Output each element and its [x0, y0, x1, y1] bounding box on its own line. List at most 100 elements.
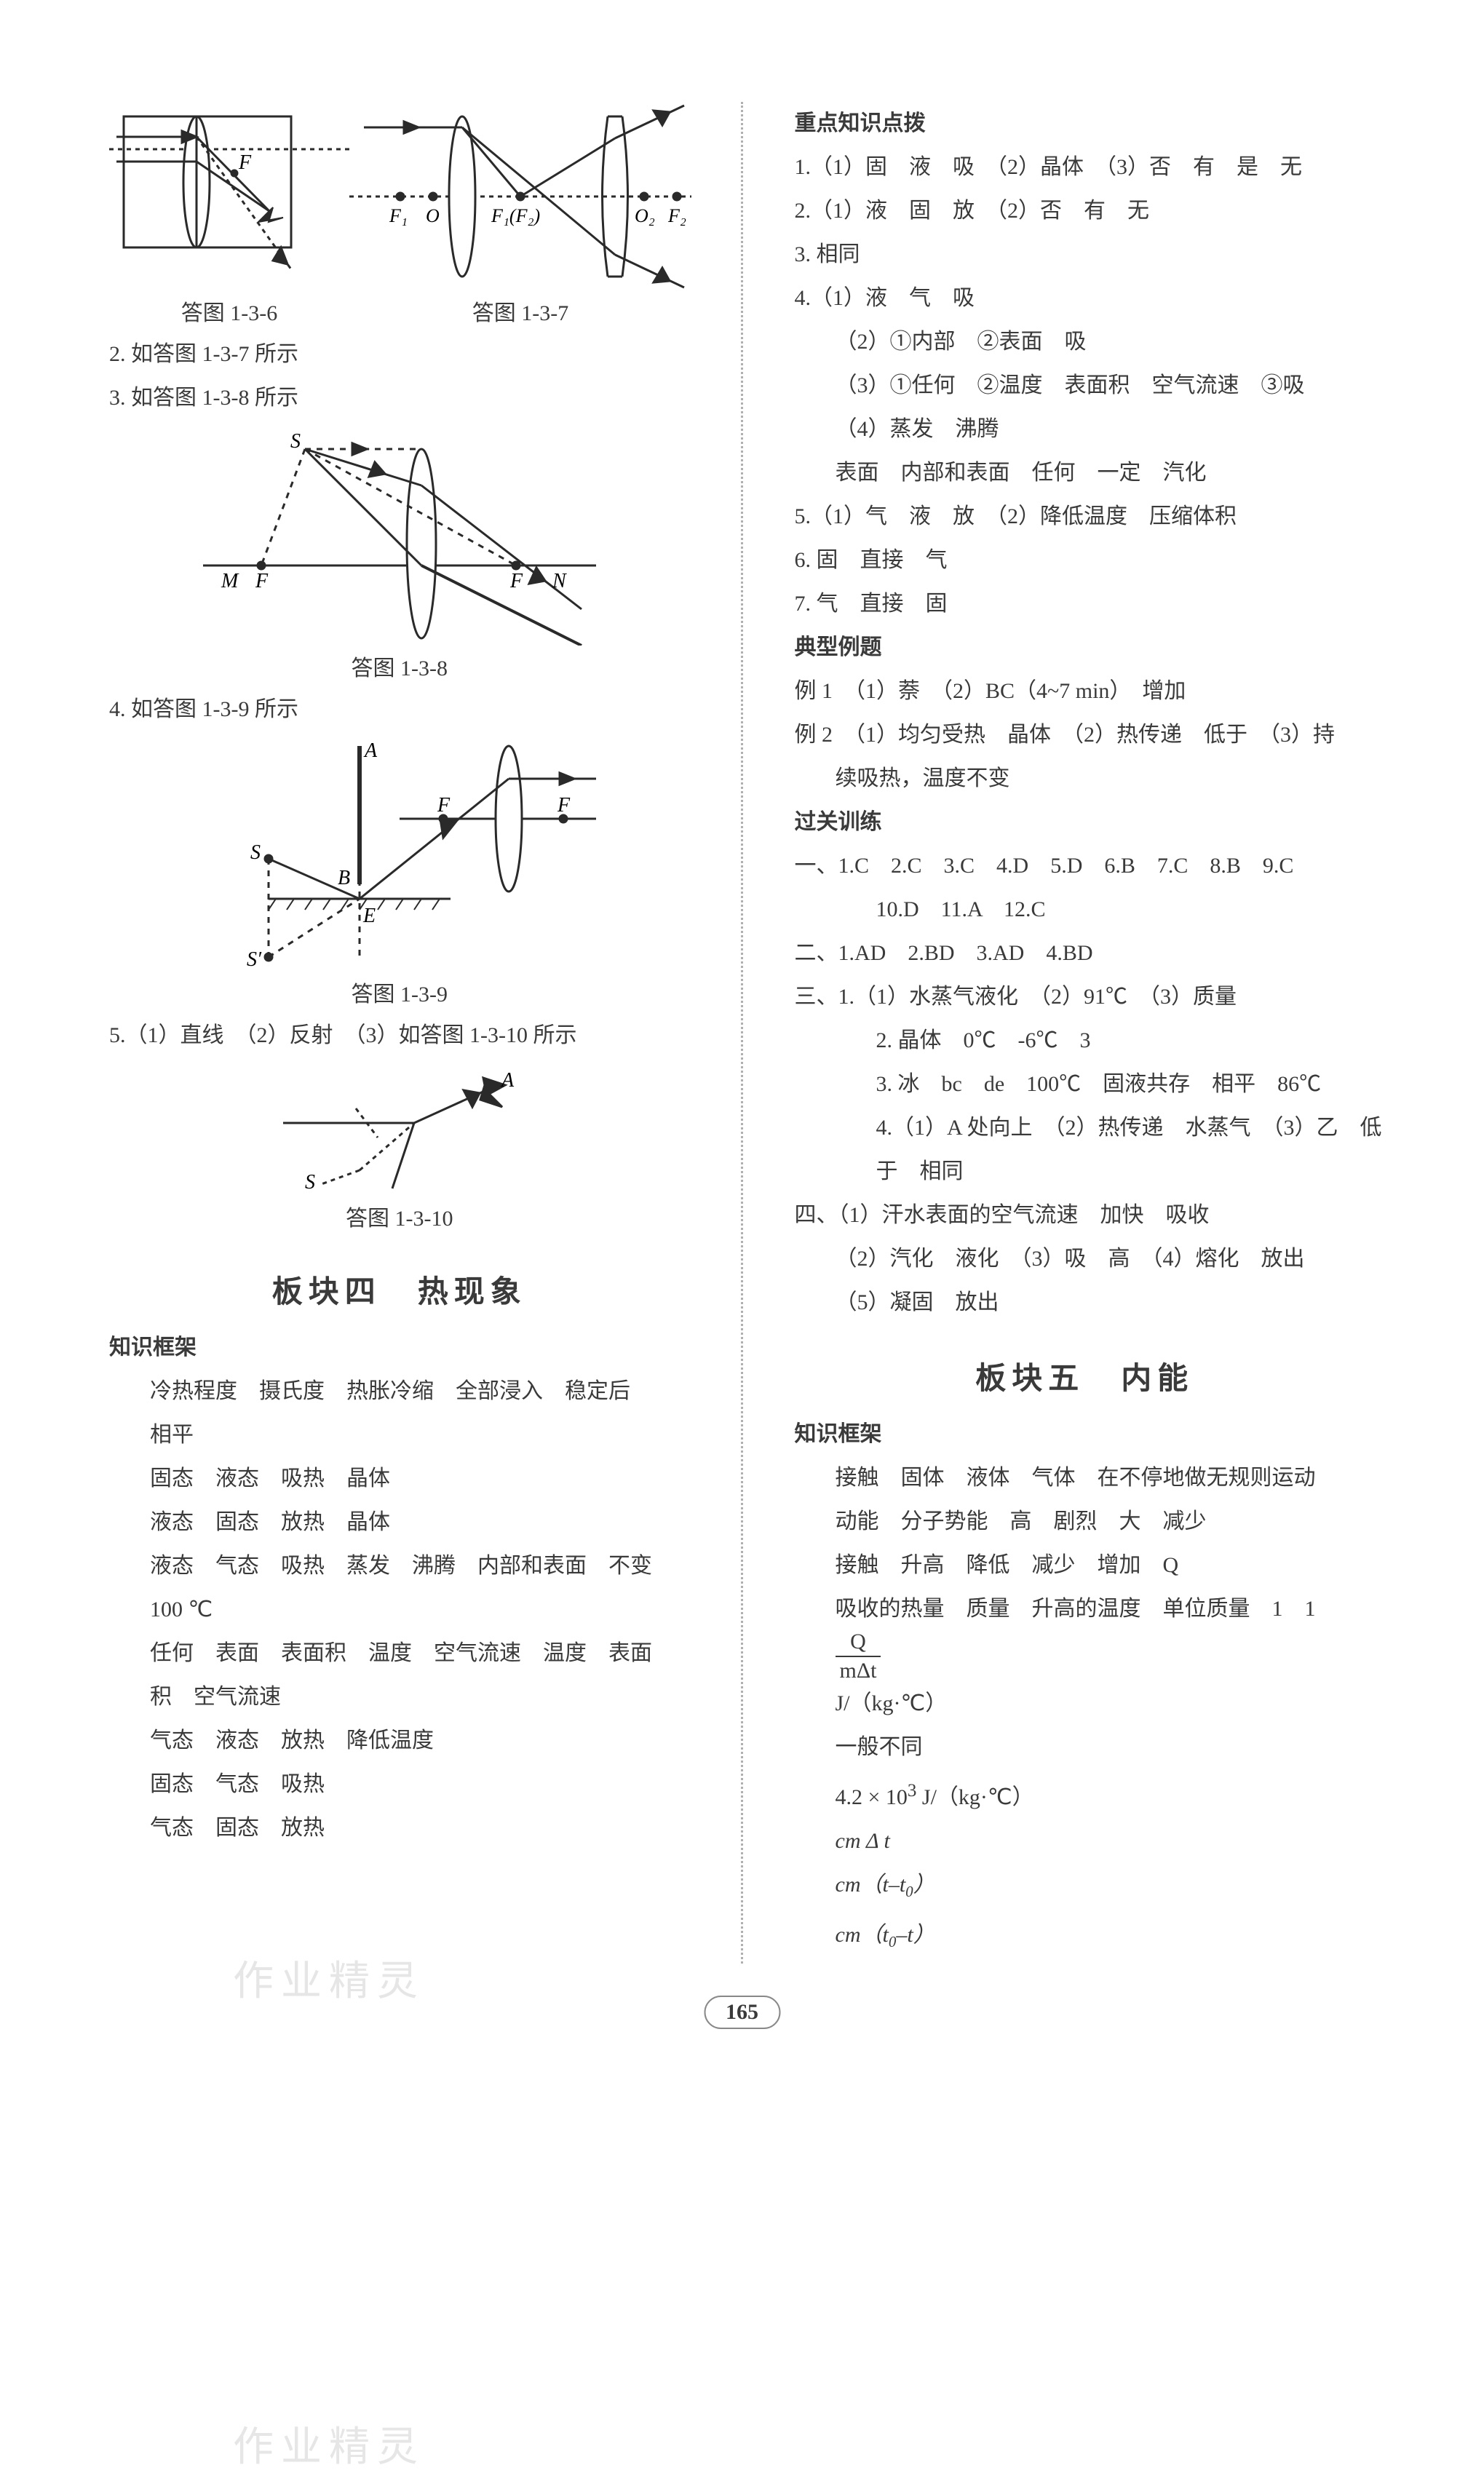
- zd-line: 7. 气 直接 固: [795, 582, 1376, 626]
- formula-line: cm（t–t0）: [795, 1863, 1376, 1913]
- zd-line: 1.（1）固 液 吸 （2）晶体 （3）否 有 是 无: [795, 146, 1376, 189]
- fig-1-3-6-caption: 答图 1-3-6: [109, 295, 349, 333]
- text-line: 4. 如答图 1-3-9 所示: [109, 688, 690, 731]
- kj2-line: 接触 固体 液体 气体 在不停地做无规则运动: [795, 1456, 1376, 1500]
- fig-1-3-9-caption: 答图 1-3-9: [109, 976, 690, 1014]
- kj-line: 相平: [109, 1413, 690, 1457]
- kj-line: 积 空气流速: [109, 1675, 690, 1719]
- label-S: S: [250, 841, 261, 864]
- fig-1-3-9-svg: A F F S B E S′: [196, 739, 603, 972]
- gg-line: 3. 冰 bc de 100℃ 固液共存 相平 86℃: [795, 1063, 1376, 1106]
- gg-line: 4.（1）A 处向上 （2）热传递 水蒸气 （3）乙 低: [795, 1106, 1376, 1150]
- text-line: 5.（1）直线 （2）反射 （3）如答图 1-3-10 所示: [109, 1014, 690, 1057]
- kj-heading-left: 知识框架: [109, 1326, 690, 1370]
- formula-line: 4.2 × 103 J/（kg·℃）: [795, 1769, 1376, 1819]
- gg-line: 于 相同: [795, 1150, 1376, 1194]
- label-S: S: [305, 1171, 315, 1194]
- label-O: O: [426, 205, 440, 226]
- gg-line: 一、1.C 2.C 3.C 4.D 5.D 6.B 7.C 8.B 9.C: [795, 844, 1376, 888]
- gg-line: 四、（1）汗水表面的空气流速 加快 吸收: [795, 1194, 1376, 1237]
- page-number: 165: [704, 1996, 780, 2029]
- fig-1-3-7-caption: 答图 1-3-7: [349, 295, 691, 333]
- f-l6a: cm（t: [836, 1923, 889, 1947]
- f-l5a: cm（t–t: [836, 1873, 906, 1897]
- gg-line: 10.D 11.A 12.C: [795, 888, 1376, 932]
- f-l3-sup: 3: [908, 1781, 917, 1801]
- label-A: A: [363, 739, 378, 762]
- dx-heading: 典型例题: [795, 626, 1376, 670]
- kj-line: 固态 气态 吸热: [109, 1763, 690, 1806]
- figure-1-3-9: A F F S B E S′: [109, 739, 690, 972]
- kj-line: 任何 表面 表面积 温度 空气流速 温度 表面: [109, 1632, 690, 1675]
- kj-line: 气态 固态 放热: [109, 1806, 690, 1850]
- figure-1-3-8: S M F F N: [109, 427, 690, 646]
- formula-frac: Q mΔt: [795, 1631, 1376, 1682]
- watermark-2: 作业精灵: [233, 2414, 425, 2473]
- fig-1-3-8-caption: 答图 1-3-8: [109, 650, 690, 688]
- fig-1-3-10-svg: A S: [269, 1065, 531, 1196]
- formula-line: cm Δ t: [795, 1819, 1376, 1863]
- right-column: 重点知识点拨 1.（1）固 液 吸 （2）晶体 （3）否 有 是 无 2.（1）…: [795, 102, 1376, 1964]
- gg-line: （2）汽化 液化 （3）吸 高 （4）熔化 放出: [795, 1237, 1376, 1281]
- kj-line: 气态 液态 放热 降低温度: [109, 1719, 690, 1763]
- fig-1-3-10-caption: 答图 1-3-10: [109, 1200, 690, 1238]
- gg-line: 三、1.（1）水蒸气液化 （2）91℃ （3）质量: [795, 975, 1376, 1019]
- dx-line: 例 1 （1）萘 （2）BC（4~7 min） 增加: [795, 670, 1376, 713]
- fig-1-3-6-svg: F: [109, 102, 349, 291]
- zd-line: 4.（1）液 气 吸: [795, 277, 1376, 320]
- zd-line: 表面 内部和表面 任何 一定 汽化: [795, 451, 1376, 495]
- gg-line: （5）凝固 放出: [795, 1281, 1376, 1325]
- figure-row-top: F 答图 1-3-6: [109, 102, 690, 333]
- label-B: B: [338, 867, 350, 889]
- kj-line: 液态 气态 吸热 蒸发 沸腾 内部和表面 不变: [109, 1544, 690, 1588]
- column-divider: [741, 102, 744, 1964]
- kj2-line: 吸收的热量 质量 升高的温度 单位质量 1 1: [795, 1587, 1376, 1631]
- fig-1-3-8-svg: S M F F N: [196, 427, 603, 646]
- zd-line: （4）蒸发 沸腾: [795, 408, 1376, 451]
- label-Sp: S′: [247, 948, 262, 971]
- label-F1: F₁: [389, 205, 408, 226]
- zd-line: 5.（1）气 液 放 （2）降低温度 压缩体积: [795, 495, 1376, 539]
- f-l3-pre: 4.2 × 10: [836, 1785, 908, 1809]
- f-l3-post: J/（kg·℃）: [916, 1785, 1033, 1809]
- kj-line: 冷热程度 摄氏度 热胀冷缩 全部浸入 稳定后: [109, 1370, 690, 1413]
- figure-1-3-6: F 答图 1-3-6: [109, 102, 349, 333]
- label-Fl: F: [255, 570, 269, 592]
- frac-num: Q: [836, 1631, 881, 1657]
- zd-line: 2.（1）液 固 放 （2）否 有 无: [795, 189, 1376, 233]
- label-S: S: [290, 430, 301, 453]
- label-A: A: [500, 1069, 515, 1092]
- label-F: F: [238, 151, 252, 174]
- label-N: N: [552, 570, 567, 592]
- frac-den: mΔt: [836, 1657, 881, 1682]
- kj2-line: 动能 分子势能 高 剧烈 大 减少: [795, 1500, 1376, 1544]
- gg-line: 二、1.AD 2.BD 3.AD 4.BD: [795, 932, 1376, 975]
- text-line: 3. 如答图 1-3-8 所示: [109, 376, 690, 420]
- zd-line: （3）①任何 ②温度 表面积 空气流速 ③吸: [795, 364, 1376, 408]
- label-F1F2: F₁(F₂): [491, 205, 540, 226]
- text-line: 2. 如答图 1-3-7 所示: [109, 333, 690, 376]
- dx-line: 续吸热，温度不变: [795, 757, 1376, 801]
- label-O2: O₂: [635, 205, 655, 226]
- page-root: F 答图 1-3-6: [109, 102, 1375, 1964]
- figure-1-3-10: A S: [109, 1065, 690, 1196]
- label-M: M: [221, 570, 239, 592]
- zd-heading: 重点知识点拨: [795, 102, 1376, 146]
- kj-line: 100 ℃: [109, 1588, 690, 1632]
- formula-line: cm（t0–t）: [795, 1913, 1376, 1964]
- f-l6b: –t）: [896, 1923, 935, 1947]
- zd-line: 6. 固 直接 气: [795, 539, 1376, 582]
- kj-line: 液态 固态 放热 晶体: [109, 1501, 690, 1544]
- left-column: F 答图 1-3-6: [109, 102, 690, 1964]
- formula-line: J/（kg·℃）: [795, 1682, 1376, 1726]
- label-Fr: F: [509, 570, 523, 592]
- block5-title: 板块五 内能: [795, 1354, 1376, 1398]
- kj-line: 固态 液态 吸热 晶体: [109, 1457, 690, 1501]
- label-F2: F₂: [667, 205, 686, 226]
- gg-line: 2. 晶体 0℃ -6℃ 3: [795, 1019, 1376, 1063]
- kj2-line: 接触 升高 降低 减少 增加 Q: [795, 1544, 1376, 1587]
- kj-heading-right: 知识框架: [795, 1413, 1376, 1456]
- block4-title: 板块四 热现象: [109, 1267, 690, 1311]
- zd-line: 3. 相同: [795, 233, 1376, 277]
- zd-line: （2）①内部 ②表面 吸: [795, 320, 1376, 364]
